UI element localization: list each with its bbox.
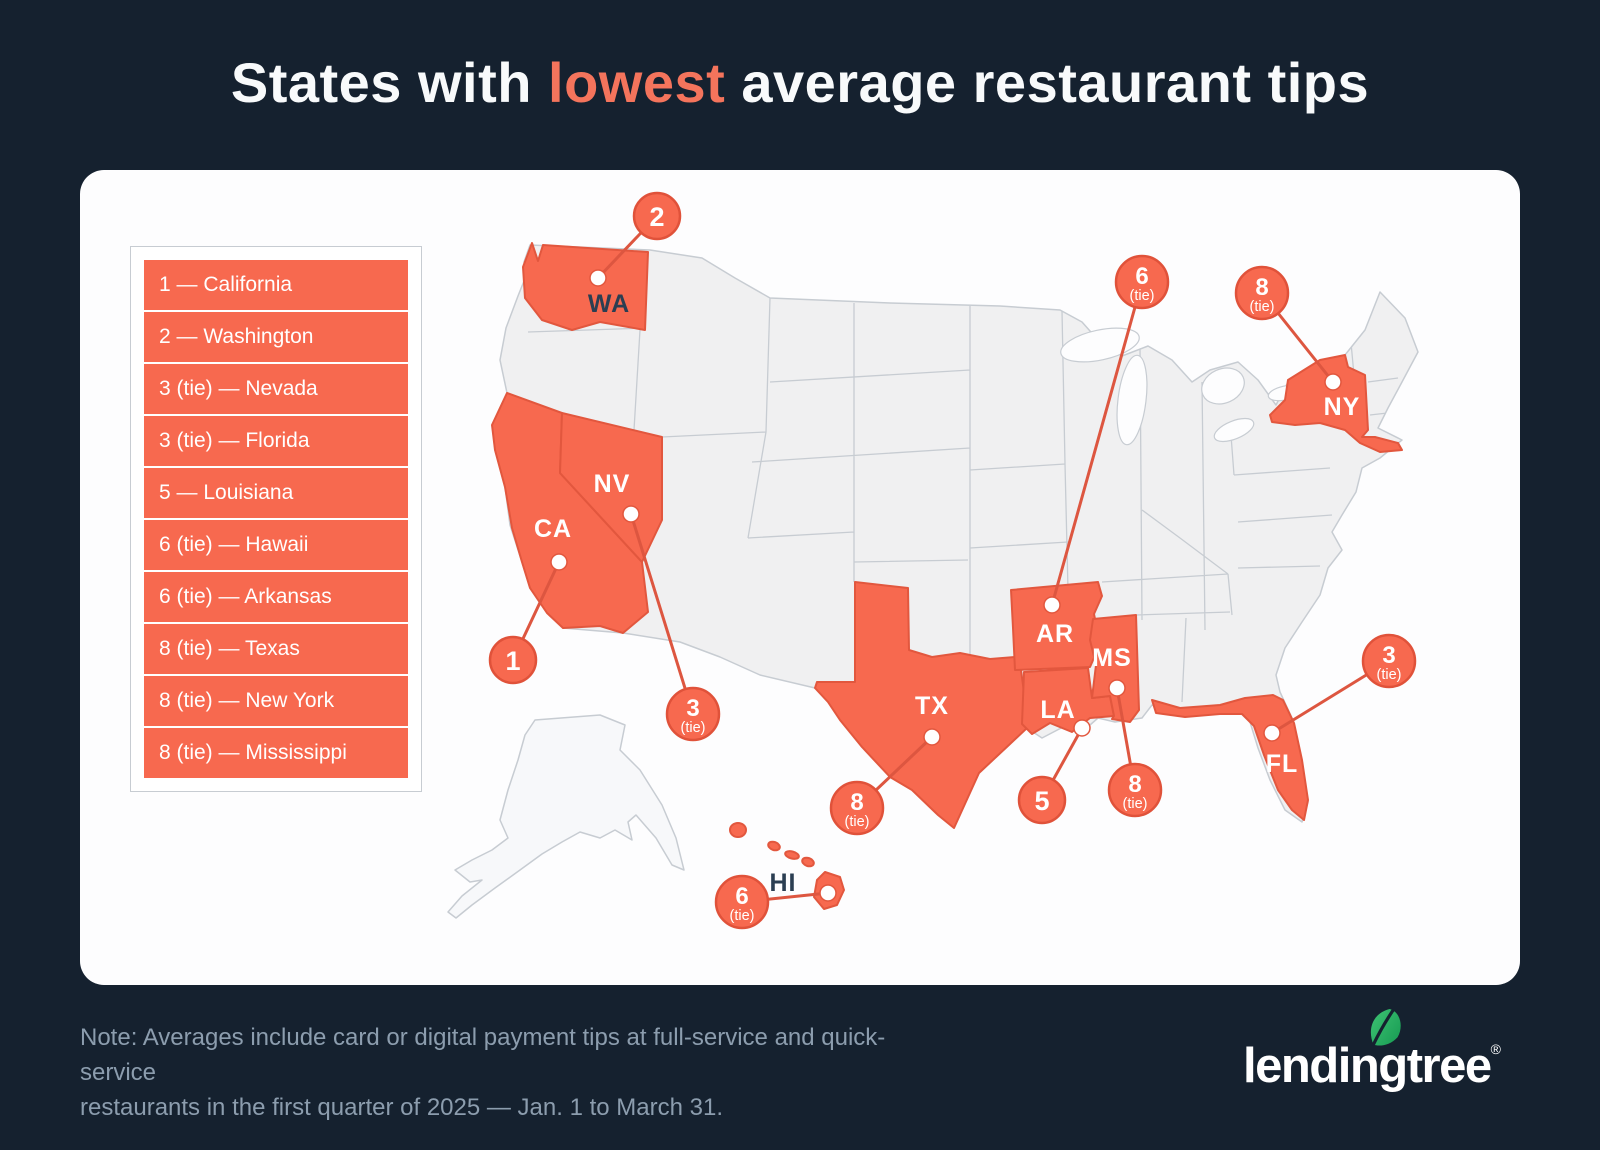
svg-text:8: 8	[850, 789, 863, 816]
rank-list: 1 — California 2 — Washington 3 (tie) — …	[130, 246, 422, 792]
svg-text:(tie): (tie)	[845, 814, 870, 830]
badge-ar: 6 (tie)	[1114, 254, 1170, 310]
state-labels: WA CA NV TX AR LA MS FL NY HI	[534, 290, 1361, 897]
label-ny: NY	[1324, 393, 1361, 421]
label-nv: NV	[594, 470, 631, 498]
rank-list-item: 6 (tie) — Hawaii	[144, 520, 408, 570]
badge-hi: 6 (tie)	[714, 874, 770, 930]
dot-la	[1073, 719, 1091, 737]
badge-wa: 2	[632, 191, 682, 241]
rank-list-item: 6 (tie) — Arkansas	[144, 572, 408, 622]
rank-list-item: 5 — Louisiana	[144, 468, 408, 518]
lendingtree-logo: lendingtree®	[1243, 1009, 1501, 1094]
rank-list-item: 8 (tie) — Mississippi	[144, 728, 408, 778]
dot-ar	[1043, 596, 1061, 614]
label-hi: HI	[770, 869, 797, 897]
label-fl: FL	[1266, 750, 1299, 778]
badge-ny: 8 (tie)	[1234, 265, 1290, 321]
svg-text:2: 2	[649, 202, 664, 232]
state-la	[1021, 667, 1115, 735]
label-ar: AR	[1036, 620, 1074, 648]
state-wa	[522, 242, 649, 331]
dot-nv	[622, 505, 640, 523]
title-pre: States with	[230, 51, 549, 114]
page-title: States with lowest average restaurant ti…	[0, 50, 1600, 115]
badge-nv: 3 (tie)	[665, 686, 721, 742]
dot-hi	[819, 884, 837, 902]
badge-fl: 3 (tie)	[1361, 633, 1417, 689]
rank-list-item: 2 — Washington	[144, 312, 408, 362]
line-ar	[1050, 280, 1144, 607]
svg-text:(tie): (tie)	[1130, 288, 1155, 304]
svg-text:(tie): (tie)	[1377, 667, 1402, 683]
registered-mark: ®	[1490, 1041, 1501, 1057]
dot-ca	[550, 553, 568, 571]
badge-ms: 8 (tie)	[1107, 762, 1163, 818]
dot-ms	[1108, 679, 1126, 697]
footnote-line1: Note: Averages include card or digital p…	[80, 1024, 886, 1086]
svg-text:3: 3	[1382, 642, 1395, 669]
svg-text:3: 3	[686, 695, 699, 722]
rank-list-item: 3 (tie) — Florida	[144, 416, 408, 466]
svg-text:(tie): (tie)	[730, 908, 755, 924]
dot-tx	[923, 728, 941, 746]
badge-ca: 1	[488, 635, 538, 685]
svg-text:6: 6	[1135, 263, 1148, 290]
state-tx	[814, 581, 1028, 829]
svg-text:6: 6	[735, 883, 748, 910]
rank-list-item: 3 (tie) — Nevada	[144, 364, 408, 414]
map-card: 2 1 3 (tie) 8 (tie) 6	[80, 170, 1520, 985]
badge-tx: 8 (tie)	[829, 780, 885, 836]
svg-text:5: 5	[1034, 786, 1049, 816]
label-ms: MS	[1092, 644, 1132, 672]
dot-wa	[589, 269, 607, 287]
footnote: Note: Averages include card or digital p…	[80, 1020, 960, 1125]
rank-list-item: 1 — California	[144, 260, 408, 310]
state-nv	[559, 412, 663, 563]
us-map: 2 1 3 (tie) 8 (tie) 6	[447, 191, 1419, 930]
location-dots	[550, 269, 1342, 902]
title-accent: lowest	[548, 51, 726, 114]
label-wa: WA	[588, 290, 630, 318]
svg-text:(tie): (tie)	[1123, 796, 1148, 812]
label-ca: CA	[534, 515, 572, 543]
svg-text:(tie): (tie)	[681, 720, 706, 736]
svg-text:(tie): (tie)	[1250, 299, 1275, 315]
label-tx: TX	[915, 692, 949, 720]
lower48-silhouette	[491, 244, 1419, 829]
rank-badges: 2 1 3 (tie) 8 (tie) 6	[488, 191, 1417, 930]
state-ms	[1089, 614, 1140, 723]
leaf-icon	[1370, 1009, 1401, 1047]
footnote-line2: restaurants in the first quarter of 2025…	[80, 1094, 723, 1121]
title-post: average restaurant tips	[725, 51, 1370, 114]
state-borders-grid	[527, 251, 1399, 703]
svg-text:8: 8	[1128, 771, 1141, 798]
badge-la: 5	[1017, 775, 1067, 825]
rank-list-item: 8 (tie) — New York	[144, 676, 408, 726]
svg-text:8: 8	[1255, 274, 1268, 301]
logo-text: lendingtree	[1243, 1039, 1492, 1093]
label-la: LA	[1040, 696, 1075, 724]
dot-fl	[1263, 724, 1281, 742]
great-lakes	[1060, 327, 1303, 446]
state-ny	[1269, 354, 1403, 453]
svg-text:1: 1	[505, 646, 520, 676]
line-nv	[629, 512, 695, 716]
dot-ny	[1324, 373, 1342, 391]
state-alaska	[447, 714, 685, 919]
rank-list-item: 8 (tie) — Texas	[144, 624, 408, 674]
